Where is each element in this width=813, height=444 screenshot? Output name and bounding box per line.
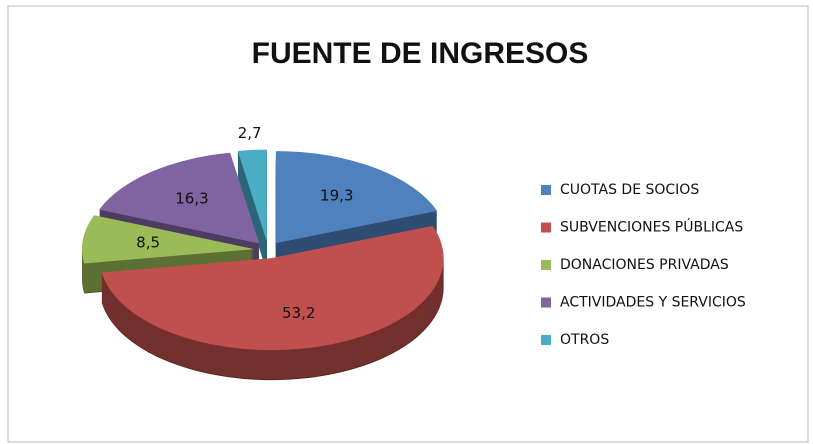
slice (99, 152, 260, 244)
legend-swatch (541, 335, 551, 345)
data-label: 2,7 (238, 124, 262, 142)
slice (82, 215, 255, 264)
legend-label: SUBVENCIONES PÚBLICAS (560, 218, 743, 236)
legend-label: OTROS (560, 332, 609, 348)
legend-swatch (541, 185, 551, 195)
legend-swatch (541, 297, 551, 308)
data-label: 8,5 (136, 233, 160, 251)
slice (237, 149, 267, 242)
data-label: 53,2 (282, 304, 315, 322)
data-label: 19,3 (320, 187, 353, 205)
legend-label: CUOTAS DE SOCIOS (560, 182, 699, 198)
legend-label: DONACIONES PRIVADAS (560, 257, 729, 273)
legend-swatch (541, 260, 551, 270)
slice (275, 151, 438, 244)
slice (101, 225, 444, 351)
legend-label: ACTIVIDADES Y SERVICIOS (560, 295, 746, 311)
legend-swatch (541, 222, 551, 233)
chart-title: FUENTE DE INGRESOS (252, 37, 589, 70)
data-label: 16,3 (175, 190, 208, 208)
